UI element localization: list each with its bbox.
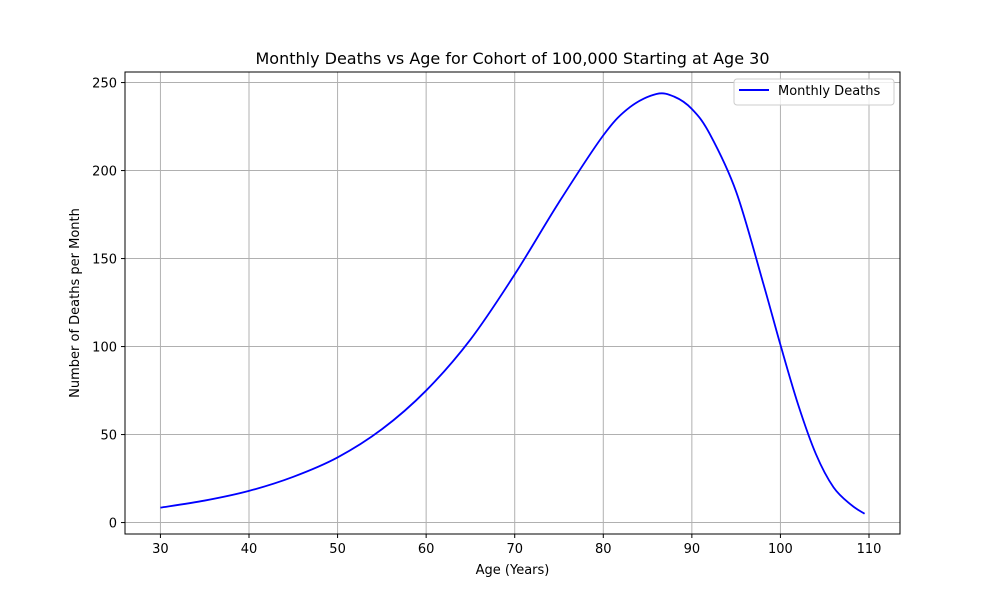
x-tick-label: 30 [152, 542, 169, 557]
legend-box [733, 78, 895, 106]
y-tick-label: 100 [92, 341, 117, 356]
x-tick-label: 40 [241, 542, 258, 557]
legend-label: Monthly Deaths [778, 84, 880, 99]
y-tick-label: 150 [92, 253, 117, 268]
series-line-monthly-deaths [160, 92, 866, 515]
x-tick-label: 50 [329, 542, 346, 557]
x-tick-label: 80 [595, 542, 612, 557]
x-axis-label: Age (Years) [476, 563, 550, 578]
chart-title: Monthly Deaths vs Age for Cohort of 100,… [255, 49, 769, 68]
y-tick-label: 250 [92, 77, 117, 92]
x-tick-label: 90 [684, 542, 701, 557]
plot-frame [124, 71, 901, 535]
y-axis-label: Number of Deaths per Month [68, 208, 83, 398]
grid [125, 72, 900, 534]
x-tick-label: 110 [857, 542, 882, 557]
x-tick-label: 100 [768, 542, 793, 557]
plot-area [125, 72, 900, 534]
x-tick-label: 60 [418, 542, 435, 557]
y-tick-label: 200 [92, 165, 117, 180]
x-tick-label: 70 [506, 542, 523, 557]
y-tick-label: 50 [100, 429, 117, 444]
y-tick-label: 0 [109, 517, 117, 532]
series-layer [160, 92, 866, 515]
legend: Monthly Deaths [733, 78, 895, 106]
ticks: 30 40 50 60 70 80 90 100 110 0 50 100 150 200 250 [92, 77, 881, 557]
